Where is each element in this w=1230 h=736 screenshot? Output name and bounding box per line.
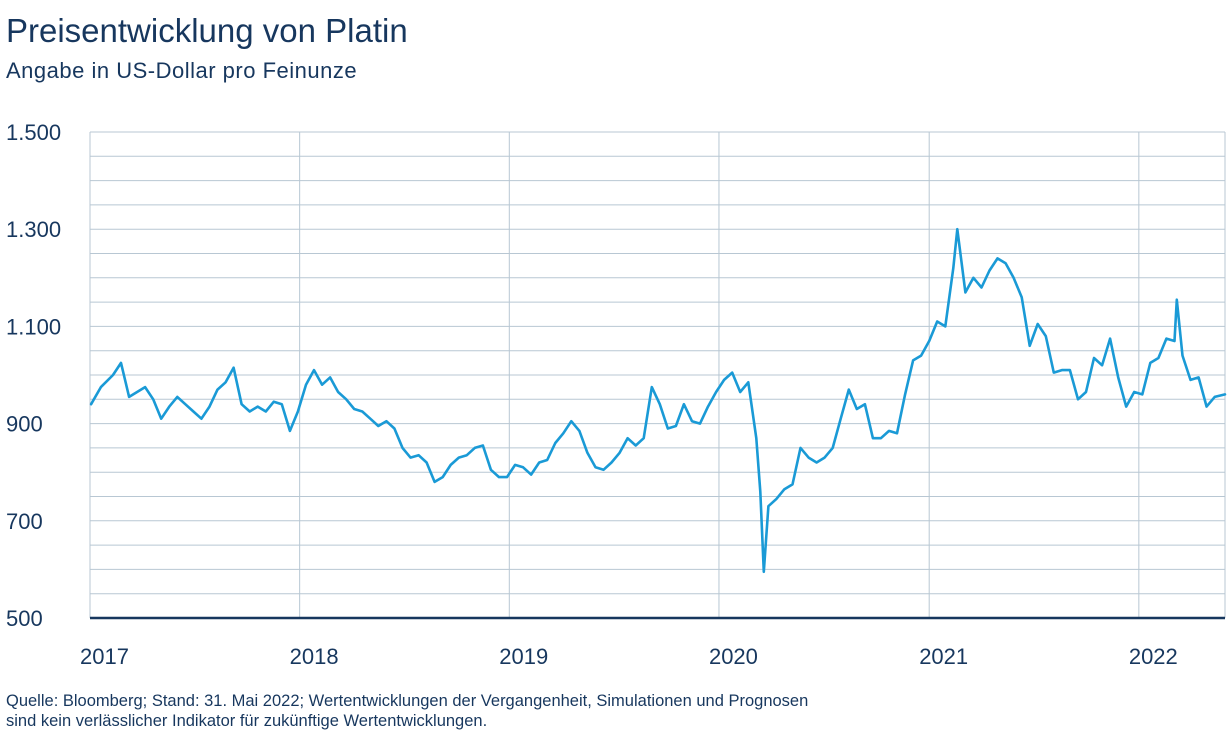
y-tick-label: 1.300 [6, 217, 61, 242]
x-axis: 2017 2018 2019 2020 2021 2022 [80, 616, 1225, 669]
chart-title: Preisentwicklung von Platin [6, 12, 408, 49]
y-axis: 500 700 900 1.100 1.300 1.500 [6, 120, 61, 631]
x-tick-label: 2022 [1129, 644, 1178, 669]
y-tick-label: 500 [6, 606, 43, 631]
x-tick-label: 2018 [290, 644, 339, 669]
series-lines [89, 227, 1227, 574]
y-tick-label: 900 [6, 412, 43, 437]
x-tick-label: 2017 [80, 644, 129, 669]
price-line [89, 227, 1227, 574]
source-note-line-1: Quelle: Bloomberg; Stand: 31. Mai 2022; … [6, 692, 809, 710]
grid-lines [89, 131, 1226, 618]
y-tick-label: 700 [6, 509, 43, 534]
chart-subtitle: Angabe in US-Dollar pro Feinunze [6, 58, 358, 83]
platinum-price-chart: 2017 2018 2019 2020 2021 2022 500 700 900 1.100 1… [6, 120, 1227, 669]
x-tick-label: 2021 [919, 644, 968, 669]
source-note: Quelle: Bloomberg; Stand: 31. Mai 2022; … [6, 691, 808, 731]
y-tick-label: 1.100 [6, 314, 61, 339]
source-note-line-2: sind kein verlässlicher Indikator für zu… [6, 712, 488, 730]
x-tick-label: 2019 [499, 644, 548, 669]
y-tick-label: 1.500 [6, 120, 61, 145]
x-tick-label: 2020 [709, 644, 758, 669]
